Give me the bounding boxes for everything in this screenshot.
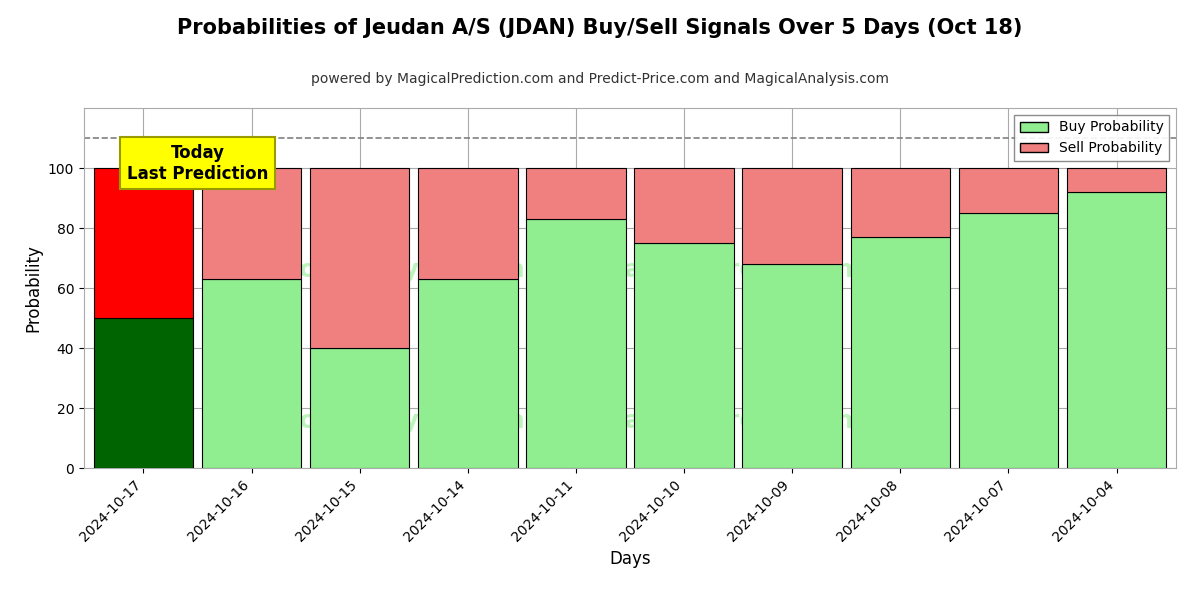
Bar bbox=[418, 279, 517, 468]
Bar bbox=[1067, 192, 1166, 468]
Text: MagicalPrediction.com: MagicalPrediction.com bbox=[600, 409, 922, 433]
Bar bbox=[418, 168, 517, 279]
Bar bbox=[635, 243, 733, 468]
Text: powered by MagicalPrediction.com and Predict-Price.com and MagicalAnalysis.com: powered by MagicalPrediction.com and Pre… bbox=[311, 72, 889, 86]
Bar bbox=[527, 168, 625, 219]
Bar bbox=[310, 168, 409, 348]
Bar bbox=[94, 318, 193, 468]
Bar bbox=[202, 168, 301, 279]
Bar bbox=[635, 168, 733, 243]
Legend: Buy Probability, Sell Probability: Buy Probability, Sell Probability bbox=[1014, 115, 1169, 161]
Text: MagicalPrediction.com: MagicalPrediction.com bbox=[600, 258, 922, 282]
Bar bbox=[202, 279, 301, 468]
Bar bbox=[959, 213, 1058, 468]
Bar bbox=[851, 168, 950, 237]
Bar bbox=[851, 237, 950, 468]
Bar bbox=[743, 168, 842, 264]
Bar bbox=[527, 219, 625, 468]
Bar bbox=[94, 168, 193, 318]
Text: MagicalAnalysis.com: MagicalAnalysis.com bbox=[232, 258, 526, 282]
Bar bbox=[959, 168, 1058, 213]
Text: Today
Last Prediction: Today Last Prediction bbox=[127, 144, 269, 183]
Y-axis label: Probability: Probability bbox=[24, 244, 42, 332]
Text: MagicalAnalysis.com: MagicalAnalysis.com bbox=[232, 409, 526, 433]
X-axis label: Days: Days bbox=[610, 550, 650, 568]
Bar bbox=[1067, 168, 1166, 192]
Text: Probabilities of Jeudan A/S (JDAN) Buy/Sell Signals Over 5 Days (Oct 18): Probabilities of Jeudan A/S (JDAN) Buy/S… bbox=[178, 18, 1022, 38]
Bar bbox=[743, 264, 842, 468]
Bar bbox=[310, 348, 409, 468]
